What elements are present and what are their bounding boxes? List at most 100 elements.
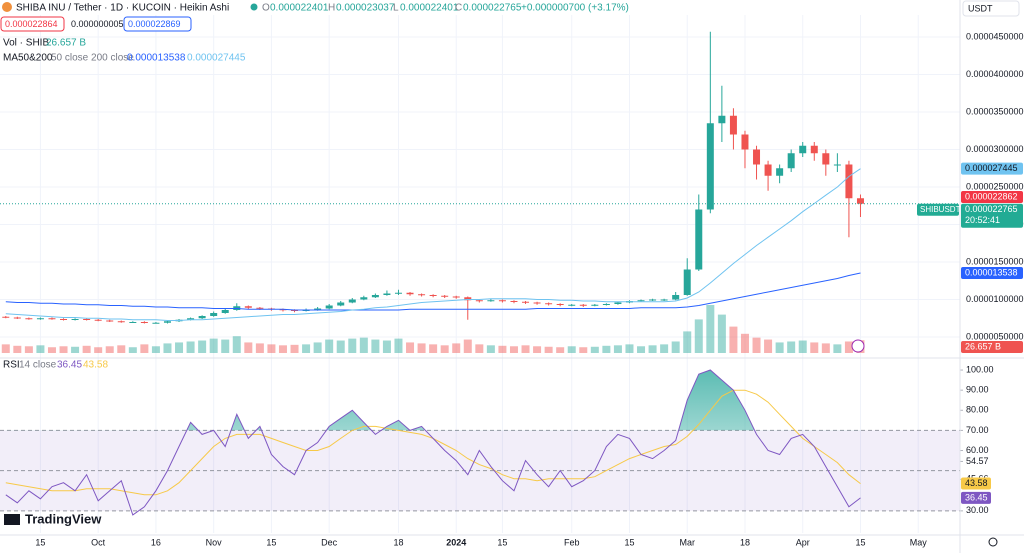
candle-body: [810, 145, 818, 154]
candle-body: [856, 198, 864, 204]
volume-bar: [429, 344, 438, 353]
x-tick-label: Apr: [796, 537, 810, 547]
brand-logo: [4, 514, 20, 525]
volume-legend-title: Vol · SHIB: [3, 38, 49, 49]
volume-bar: [175, 342, 184, 353]
candle-body: [394, 292, 402, 294]
currency[interactable]: USDT: [968, 3, 993, 13]
volume-bar: [128, 347, 137, 353]
volume-bar: [59, 346, 68, 353]
candle-body: [406, 292, 414, 295]
candle-body: [371, 294, 379, 298]
buy-price[interactable]: 0.000022869: [128, 19, 181, 29]
x-tick-label: Nov: [206, 537, 223, 547]
candle-body: [522, 301, 530, 303]
volume-bar: [94, 347, 103, 353]
candle-body: [452, 296, 460, 298]
volume-bar: [440, 345, 449, 353]
ohlc-value: 0.000022401: [270, 3, 329, 14]
candle-body: [383, 293, 391, 295]
volume-bar: [821, 343, 830, 353]
event-icon[interactable]: [851, 339, 865, 353]
candle-body: [579, 304, 587, 306]
rsi-legend-value: 43.58: [83, 360, 108, 371]
x-tick-label: 15: [624, 537, 634, 547]
candle-body: [129, 321, 137, 323]
x-tick-label: 18: [393, 537, 403, 547]
volume-bar: [359, 337, 368, 353]
volume-tag: 26.657 B: [965, 341, 1001, 351]
y-tick-label: 0.0000050000: [966, 331, 1024, 341]
volume-bar: [590, 346, 599, 353]
volume-bar: [221, 339, 230, 353]
candle-body: [764, 164, 772, 176]
candle-body: [660, 299, 668, 301]
candle-body: [533, 302, 541, 304]
ma-line: [5, 272, 861, 311]
symbol-title[interactable]: SHIBA INU / Tether · 1D · KUCOIN · Heiki…: [16, 3, 229, 14]
sell-button[interactable]: [0, 16, 65, 32]
candle-body: [221, 309, 229, 313]
price-tag-bg: [961, 203, 1023, 228]
candle-body: [706, 123, 714, 210]
candle-body: [753, 149, 761, 165]
volume-bar: [278, 345, 287, 353]
volume-bar: [533, 346, 542, 353]
rsi-legend-title: RSI: [3, 360, 20, 371]
x-tick-label: Dec: [321, 537, 338, 547]
buy-button[interactable]: [123, 16, 192, 32]
volume-tag-bg: [961, 341, 1023, 353]
volume-bar: [325, 339, 334, 353]
ma-price-tag: 0.000013538: [965, 267, 1018, 277]
candle-body: [140, 321, 148, 323]
volume-bar: [13, 345, 22, 353]
ohlc-value: 0.000022765: [463, 3, 522, 14]
candle-body: [94, 319, 102, 321]
currency-select[interactable]: [962, 0, 1020, 17]
candle-body: [83, 318, 91, 320]
volume-bar: [740, 333, 749, 353]
x-tick-label: Feb: [564, 537, 580, 547]
sell-price[interactable]: 0.000022864: [5, 19, 58, 29]
volume-bar: [602, 345, 611, 353]
settings-icon[interactable]: [988, 537, 998, 547]
volume-bar: [648, 345, 657, 353]
volume-bar: [787, 341, 796, 353]
volume-bar: [186, 341, 195, 353]
volume-bar: [1, 344, 10, 353]
candle-body: [845, 164, 853, 199]
rsi-tag: 36.45: [965, 492, 988, 502]
y-tick-label: 30.00: [966, 505, 989, 515]
candle-body: [117, 321, 125, 323]
volume-bar: [752, 337, 761, 353]
volume-bar: [717, 314, 726, 353]
candle-body: [106, 320, 114, 322]
ma-price-tag: 0.000027445: [965, 163, 1018, 173]
symbol-tag: SHIBUSDT: [920, 205, 961, 214]
rsi-tag-bg: [961, 477, 991, 490]
volume-bar: [683, 331, 692, 353]
change: +0.000000700 (+3.17%): [521, 3, 629, 14]
volume-bar: [544, 346, 553, 353]
volume-bar: [267, 344, 276, 353]
volume-bar: [463, 339, 472, 353]
candle-body: [360, 297, 368, 300]
ma-legend-value: 0.000013538: [127, 53, 186, 64]
candle-body: [187, 318, 195, 320]
volume-bar: [729, 326, 738, 353]
volume-bar: [255, 343, 264, 353]
candle-body: [556, 303, 564, 305]
candle-body: [48, 318, 56, 320]
volume-bar: [764, 339, 773, 353]
y-tick-label: 0.0000450000: [966, 31, 1024, 41]
volume-bar: [579, 347, 588, 353]
y-tick-label: 0.0000150000: [966, 256, 1024, 266]
volume-bar: [613, 345, 622, 353]
volume-bar: [82, 345, 91, 353]
ma-line: [5, 168, 861, 321]
y-tick-label: 0.0000250000: [966, 181, 1024, 191]
volume-bar: [36, 345, 45, 353]
candle-body: [71, 318, 79, 320]
candle-body: [279, 309, 287, 311]
